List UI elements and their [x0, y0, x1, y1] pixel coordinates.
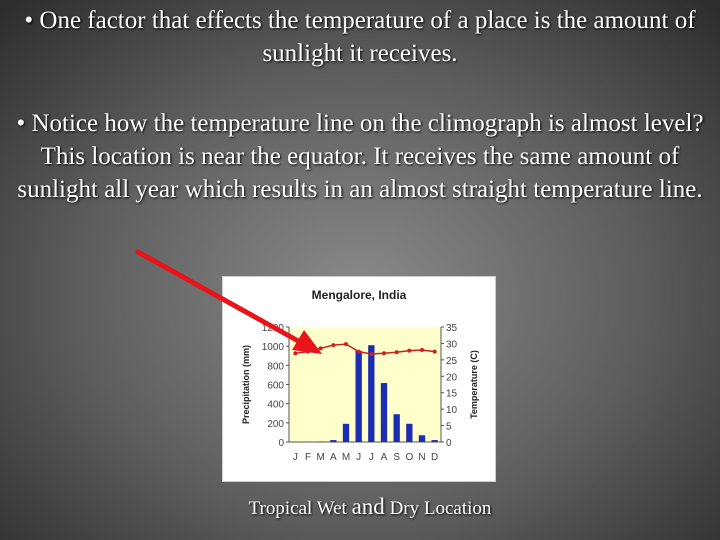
- x-tick-label: M: [342, 452, 350, 463]
- y2-tick-label: 30: [446, 339, 458, 350]
- temperature-point: [369, 351, 374, 356]
- precipitation-bar: [418, 435, 426, 442]
- y2-axis-label: Temperature (C): [469, 350, 479, 419]
- temperature-point: [331, 343, 336, 348]
- y2-tick-label: 25: [446, 356, 458, 367]
- precipitation-bar: [342, 423, 350, 442]
- x-tick-label: A: [330, 452, 337, 463]
- x-tick-label: N: [418, 452, 425, 463]
- temperature-line: [295, 343, 435, 355]
- temperature-point: [407, 348, 412, 353]
- x-tick-label: M: [316, 452, 324, 463]
- x-tick-label: J: [369, 452, 374, 463]
- y-axis-label: Precipitation (mm): [241, 345, 251, 424]
- caption-text-2: Dry Location: [384, 498, 492, 519]
- y2-tick-label: 20: [446, 372, 458, 383]
- x-tick-label: D: [431, 452, 438, 463]
- x-tick-label: O: [405, 452, 413, 463]
- x-tick-label: J: [356, 452, 361, 463]
- bullet-climograph-explanation: • Notice how the temperature line on the…: [16, 110, 704, 203]
- temperature-point: [420, 348, 424, 352]
- precipitation-bar: [368, 345, 375, 442]
- x-tick-label: J: [293, 452, 298, 463]
- y2-tick-label: 5: [446, 422, 452, 433]
- y-tick-label: 200: [267, 419, 284, 430]
- temperature-point: [356, 349, 361, 354]
- caption-text-1: Tropical Wet: [248, 498, 352, 519]
- bullet-sunlight-factor: • One factor that effects the temperatur…: [24, 7, 696, 67]
- y2-tick-label: 10: [446, 405, 458, 416]
- x-tick-label: F: [305, 452, 311, 463]
- y-tick-label: 800: [267, 361, 284, 372]
- temperature-point: [318, 346, 323, 351]
- temperature-point: [432, 349, 437, 354]
- y2-tick-label: 0: [446, 438, 452, 449]
- arrow-head: [292, 330, 322, 354]
- temperature-point: [382, 351, 386, 356]
- precipitation-bar: [406, 423, 413, 442]
- precipitation-bar: [330, 440, 337, 442]
- y-tick-label: 600: [267, 381, 284, 392]
- climograph-chart: Mengalore, India Precipitation (mm) Temp…: [222, 276, 496, 482]
- chart-caption: Tropical Wet and Dry Location: [130, 494, 610, 520]
- temperature-point: [344, 342, 348, 347]
- y-tick-label: 400: [267, 400, 284, 411]
- temperature-point: [394, 350, 399, 355]
- y2-tick-label: 35: [446, 323, 458, 334]
- y2-tick-label: 15: [446, 389, 458, 400]
- precipitation-bar: [393, 414, 400, 442]
- precipitation-bar: [355, 350, 362, 442]
- x-tick-label: A: [381, 452, 388, 463]
- arrow-shaft: [135, 249, 303, 345]
- y-tick-label: 0: [278, 438, 284, 449]
- precipitation-bar: [431, 440, 438, 442]
- temperature-point: [293, 351, 298, 356]
- x-tick-label: S: [393, 452, 400, 463]
- y-tick-label: 1000: [262, 342, 285, 353]
- chart-title: Mengalore, India: [312, 288, 407, 302]
- precipitation-bar: [380, 383, 388, 442]
- caption-text-and: and: [351, 494, 385, 519]
